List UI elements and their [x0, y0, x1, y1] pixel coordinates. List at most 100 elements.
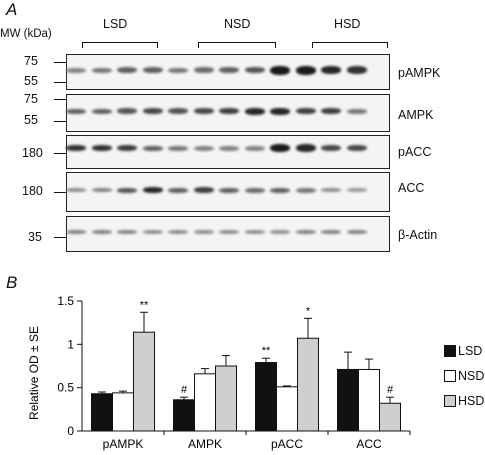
- bar: [91, 393, 113, 432]
- blot-band: [193, 230, 214, 234]
- blot-band: [270, 230, 290, 234]
- blot-band: [244, 107, 265, 115]
- blot-band: [244, 67, 265, 73]
- mw-acc-180: 180: [22, 184, 43, 198]
- blot-band: [142, 67, 163, 73]
- legend-swatch-nsd: [444, 370, 456, 382]
- blot-band: [346, 230, 367, 234]
- blot-band: [346, 188, 367, 192]
- blot-band: [142, 230, 163, 234]
- blot-name-acc: ACC: [398, 181, 425, 195]
- blot-band: [321, 145, 341, 151]
- blot-band: [321, 108, 341, 114]
- blot-band: [193, 145, 214, 151]
- blot-band: [117, 145, 137, 151]
- blot-band: [117, 67, 137, 73]
- blot-band: [270, 144, 290, 152]
- blot-band: [66, 188, 86, 192]
- blot-band: [219, 187, 239, 193]
- x-tick-label: ACC: [356, 437, 382, 451]
- blot-band: [321, 188, 341, 192]
- mw-label: MW (kDa): [0, 28, 52, 40]
- blot-band: [321, 230, 341, 234]
- blot-band: [142, 187, 163, 193]
- blot-band: [295, 108, 316, 114]
- blot-band: [117, 187, 137, 193]
- blot-name-actin: β-Actin: [398, 228, 438, 242]
- blot-band: [117, 108, 137, 114]
- significance-mark: #: [181, 384, 188, 396]
- bar: [194, 373, 216, 432]
- group-label-nsd: NSD: [224, 17, 251, 31]
- group-bracket-lsd: [82, 42, 158, 48]
- legend-swatch-lsd: [444, 345, 456, 357]
- blot-band: [193, 67, 214, 73]
- y-tick-label: 1.5: [57, 294, 74, 308]
- blot-band: [270, 187, 290, 193]
- x-tick-label: pAMPK: [103, 437, 144, 451]
- blot-band: [66, 67, 86, 73]
- bar: [297, 337, 319, 432]
- blot-band: [295, 144, 316, 152]
- blot-band: [142, 108, 163, 114]
- blot-band: [168, 67, 188, 73]
- blot-band: [168, 187, 188, 193]
- blot-band: [244, 230, 265, 234]
- mw-tick: [54, 62, 66, 63]
- panel-b-letter: B: [6, 273, 18, 292]
- mw-ampk-55: 55: [24, 113, 38, 127]
- blot-band: [244, 145, 265, 151]
- bar: [337, 368, 359, 432]
- mw-tick: [54, 82, 66, 83]
- blot-pacc: [66, 135, 390, 169]
- mw-tick: [54, 192, 66, 193]
- group-bracket-nsd: [198, 42, 276, 48]
- group-label-lsd: LSD: [103, 17, 128, 31]
- mw-tick: [54, 237, 66, 238]
- blot-band: [168, 230, 188, 234]
- blot-band: [295, 65, 316, 75]
- bar: [358, 368, 380, 432]
- blot-band: [219, 67, 239, 73]
- legend-label-lsd: LSD: [458, 344, 483, 358]
- blot-band: [346, 108, 367, 114]
- blot-band: [168, 108, 188, 114]
- blot-band: [321, 66, 341, 74]
- bar: [255, 362, 277, 432]
- blot-band: [244, 187, 265, 193]
- blot-name-pampk: pAMPK: [398, 66, 441, 80]
- mw-pampk-55: 55: [24, 74, 38, 88]
- mw-tick: [54, 121, 66, 122]
- blot-band: [91, 145, 112, 151]
- bar: [112, 392, 134, 432]
- group-bracket-hsd: [312, 42, 388, 48]
- bar: [133, 331, 155, 432]
- blot-band: [270, 107, 290, 115]
- blot-band: [346, 145, 367, 151]
- mw-tick: [54, 153, 66, 154]
- mw-pampk-75: 75: [24, 54, 38, 68]
- significance-mark: #: [387, 384, 394, 396]
- mw-pacc-180: 180: [22, 146, 43, 160]
- blot-band: [193, 108, 214, 114]
- x-tick-label: pACC: [271, 437, 303, 451]
- bar: [173, 399, 195, 432]
- x-tick-label: AMPK: [188, 437, 222, 451]
- blot-band: [91, 108, 112, 114]
- blot-actin: [66, 216, 390, 252]
- bar: [276, 386, 298, 432]
- blot-band: [219, 145, 239, 151]
- mw-ampk-75: 75: [24, 92, 38, 106]
- blot-band: [142, 145, 163, 151]
- blot-band: [270, 65, 290, 75]
- significance-mark: **: [140, 299, 149, 311]
- blot-band: [219, 108, 239, 114]
- blot-band: [91, 230, 112, 234]
- significance-mark: **: [262, 345, 271, 357]
- blot-band: [346, 66, 367, 74]
- blot-band: [219, 230, 239, 234]
- blot-name-pacc: pACC: [398, 145, 432, 159]
- y-tick-label: 0.5: [57, 381, 74, 395]
- blot-name-ampk: AMPK: [398, 108, 434, 122]
- legend-label-nsd: NSD: [458, 369, 485, 383]
